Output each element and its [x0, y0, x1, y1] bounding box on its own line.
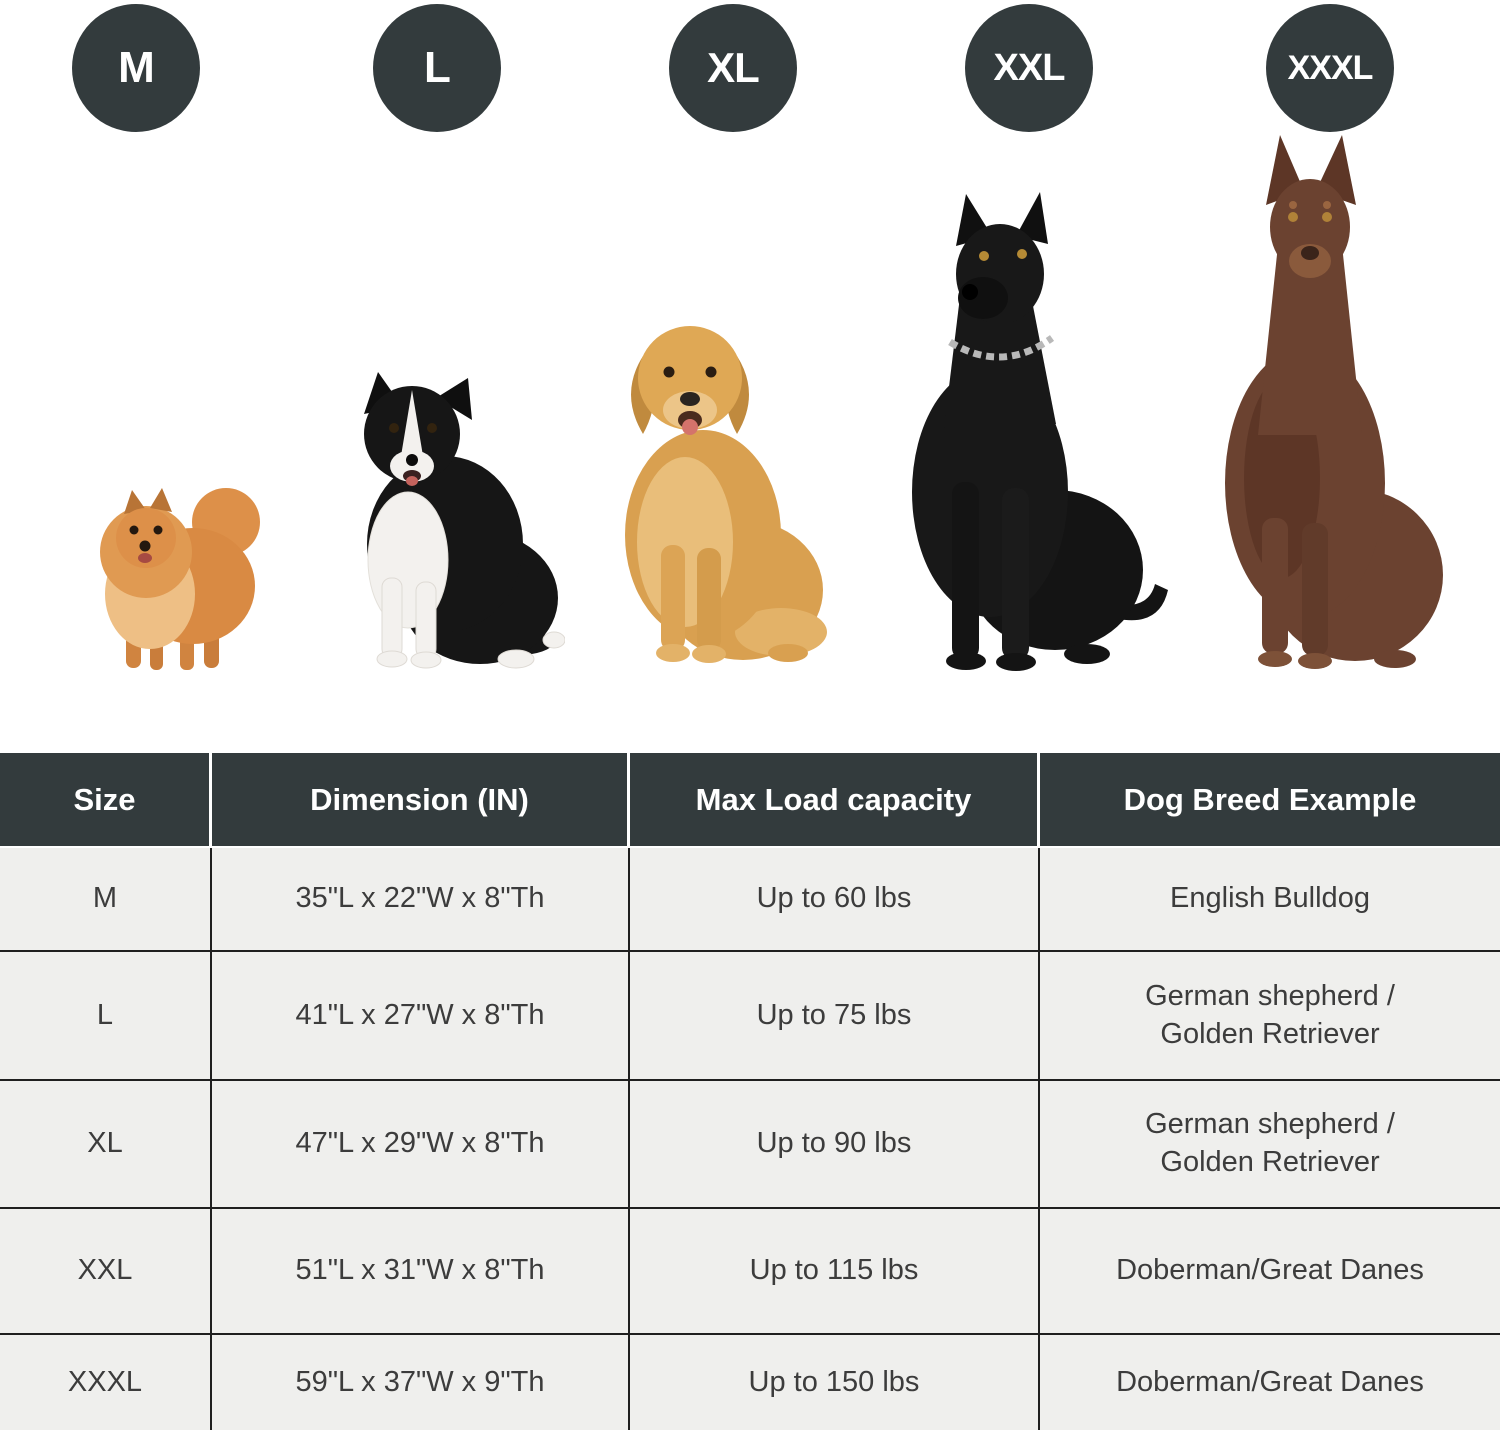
size-badge-xl-label: XL [707, 44, 760, 91]
doberman-dog-image [1190, 133, 1460, 673]
size-badge-l-label: L [424, 43, 451, 92]
row-xxl-size: XXL [0, 1209, 212, 1335]
row-xxxl-breed: Doberman/Great Danes [1040, 1335, 1500, 1430]
great-dane-dog-image [850, 192, 1175, 672]
row-xxl-breed: Doberman/Great Danes [1040, 1209, 1500, 1335]
row-xl-breed: German shepherd / Golden Retriever [1040, 1081, 1500, 1209]
row-xl-breed-text: German shepherd / Golden Retriever [1145, 1108, 1395, 1178]
size-table: Size Dimension (IN) Max Load capacity Do… [0, 753, 1500, 1430]
row-xl-dimension: 47"L x 29"W x 8"Th [212, 1081, 630, 1209]
row-xxl-breed-text: Doberman/Great Danes [1116, 1254, 1424, 1287]
size-badge-m-label: M [118, 43, 155, 92]
row-l-dimension: 41"L x 27"W x 8"Th [212, 952, 630, 1081]
row-l-size: L [0, 952, 212, 1081]
header-dog-breed-example: Dog Breed Example [1040, 753, 1500, 848]
row-m-capacity: Up to 60 lbs [630, 848, 1040, 952]
row-xl-size: XL [0, 1081, 212, 1209]
size-badge-l: L [373, 4, 501, 132]
row-xxxl-size: XXXL [0, 1335, 212, 1430]
row-l-breed: German shepherd / Golden Retriever [1040, 952, 1500, 1081]
row-m-breed-text: English Bulldog [1170, 882, 1370, 915]
row-xl-capacity: Up to 90 lbs [630, 1081, 1040, 1209]
size-badge-xl: XL [669, 4, 797, 132]
row-l-breed-text: German shepherd / Golden Retriever [1145, 979, 1395, 1050]
size-badge-xxl: XXL [965, 4, 1093, 132]
size-badge-m: M [72, 4, 200, 132]
row-m-size: M [0, 848, 212, 952]
row-xxxl-dimension: 59"L x 37"W x 9"Th [212, 1335, 630, 1430]
header-size: Size [0, 753, 212, 848]
row-xxxl-capacity: Up to 150 lbs [630, 1335, 1040, 1430]
size-badge-xxxl-label: XXXL [1287, 48, 1374, 87]
row-xxl-capacity: Up to 115 lbs [630, 1209, 1040, 1335]
golden-retriever-dog-image [585, 290, 830, 668]
row-xxl-dimension: 51"L x 31"W x 8"Th [212, 1209, 630, 1335]
pomeranian-dog-image [88, 464, 268, 674]
border-collie-dog-image [320, 362, 565, 670]
size-badge-xxxl: XXXL [1266, 4, 1394, 132]
row-xxxl-breed-text: Doberman/Great Danes [1116, 1365, 1424, 1398]
header-dimension: Dimension (IN) [212, 753, 630, 848]
header-max-load-capacity: Max Load capacity [630, 753, 1040, 848]
row-m-breed: English Bulldog [1040, 848, 1500, 952]
size-badge-xxl-label: XXL [993, 46, 1066, 89]
row-m-dimension: 35"L x 22"W x 8"Th [212, 848, 630, 952]
row-l-capacity: Up to 75 lbs [630, 952, 1040, 1081]
